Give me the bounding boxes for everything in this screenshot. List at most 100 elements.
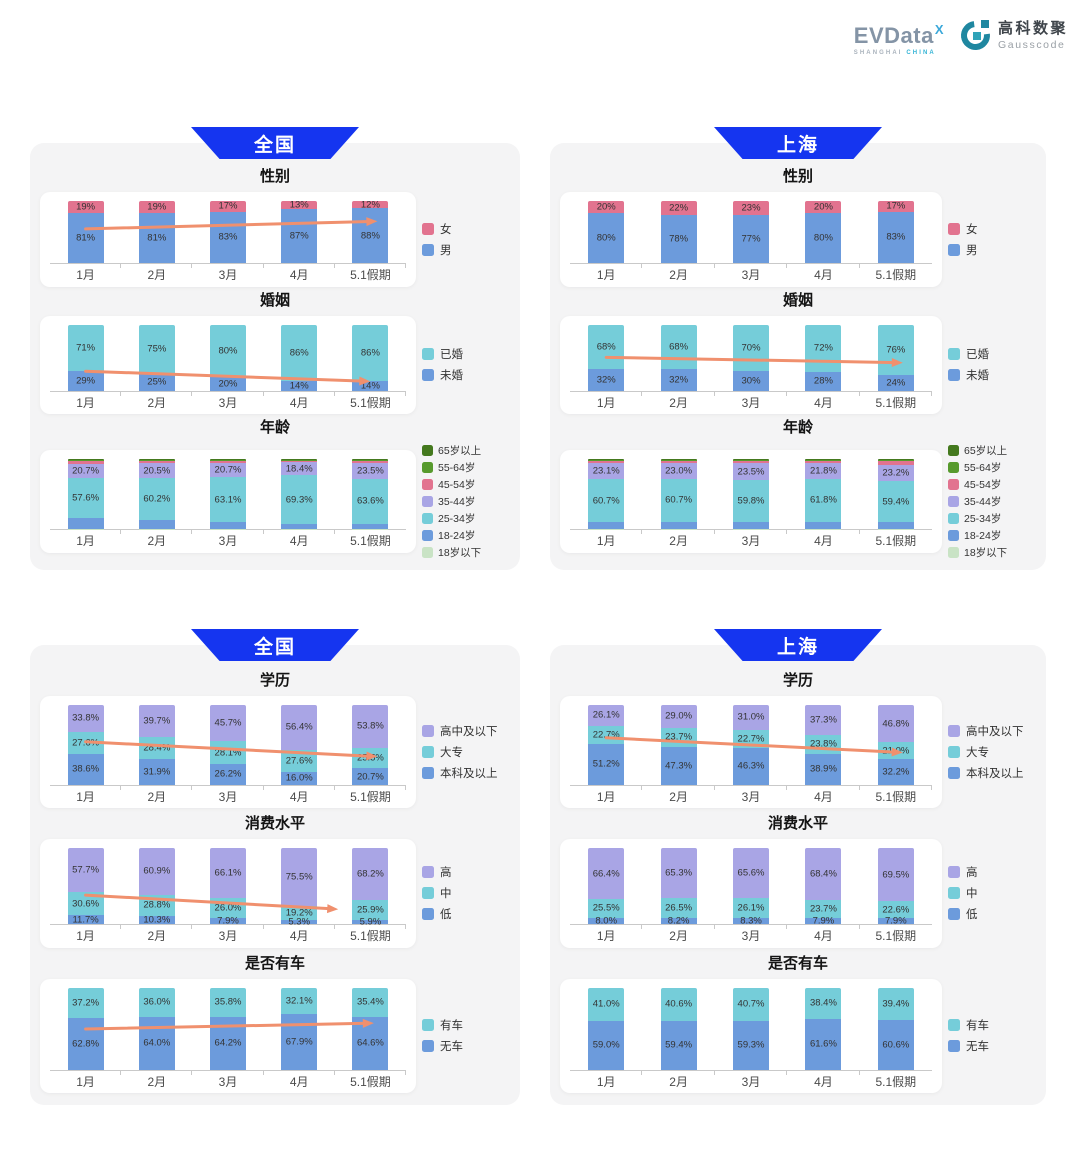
bar-segment-label: 64.6%: [356, 1037, 384, 1049]
legend-item[interactable]: 有车: [948, 1017, 1036, 1033]
legend-item[interactable]: 55-64岁: [948, 460, 1036, 475]
bar-segment: 20%: [588, 200, 625, 214]
bar-segment-label: 35.8%: [214, 996, 242, 1008]
legend-item[interactable]: 未婚: [948, 367, 1036, 383]
bar-segment: 32%: [660, 369, 697, 391]
region-card-top-left: 全国 性别 81% 19% 81% 19% 83% 17% 87% 13% 88% 12% 1月 2月 3月…: [30, 127, 520, 570]
legend-item[interactable]: 本科及以上: [948, 765, 1036, 781]
stacked-bar: 60.7% 23.0%: [660, 459, 697, 530]
bar-slot: 61.6% 38.4%: [787, 987, 861, 1075]
region-banner: 全国: [191, 127, 359, 159]
bar-segment: 61.6%: [805, 1019, 842, 1070]
legend-item[interactable]: 18岁以下: [948, 545, 1036, 560]
legend-item[interactable]: 65岁以上: [948, 443, 1036, 458]
legend-item[interactable]: 45-54岁: [422, 477, 510, 492]
bar-slot: 60.6% 39.4%: [860, 987, 932, 1070]
legend-item[interactable]: 大专: [422, 744, 510, 760]
bar-segment-label: 40.7%: [737, 998, 765, 1010]
bar-slot: 64.2% 35.8%: [192, 987, 264, 1075]
legend-label: 已婚: [966, 349, 989, 362]
bar-segment: 80%: [210, 324, 246, 378]
legend-item[interactable]: 高: [948, 864, 1036, 880]
legend-item[interactable]: 大专: [948, 744, 1036, 760]
bar-segment: 23.5%: [352, 462, 389, 480]
legend-item[interactable]: 男: [948, 242, 1036, 258]
legend-item[interactable]: 女: [948, 221, 1036, 237]
legend-item[interactable]: 未婚: [422, 367, 510, 383]
legend-label: 高: [966, 867, 978, 880]
legend-item[interactable]: 无车: [422, 1038, 510, 1054]
bar-segment-label: 31.9%: [143, 766, 171, 778]
bar-segment: 76%: [877, 324, 914, 375]
x-tick-label: 4月: [814, 1074, 833, 1089]
bar-segment: 68%: [660, 324, 697, 370]
bar-segment: 39.4%: [877, 987, 914, 1020]
x-tick-label: 4月: [289, 789, 309, 804]
legend-item[interactable]: 35-44岁: [948, 494, 1036, 509]
bar-segment: 57.6%: [67, 478, 104, 519]
legend-label: 大专: [966, 747, 989, 760]
legend-item[interactable]: 已婚: [948, 346, 1036, 362]
legend-item[interactable]: 45-54岁: [948, 477, 1036, 492]
bar-segment-label: 88%: [360, 230, 380, 242]
bar-segment: [138, 519, 175, 529]
stacked-bar: 63.1% 20.7%: [210, 459, 246, 530]
bar-segment-label: 68%: [596, 341, 616, 353]
legend-item[interactable]: 65岁以上: [422, 443, 510, 458]
bar-segment-label: 22%: [669, 202, 689, 214]
legend-item[interactable]: 低: [948, 906, 1036, 922]
legend-item[interactable]: 25-34岁: [422, 511, 510, 526]
bar-segment: 18.4%: [281, 462, 318, 476]
legend-item[interactable]: 55-64岁: [422, 460, 510, 475]
chart-title-marriage: 婚姻: [259, 291, 290, 309]
bar-slot: 62.8% 37.2%: [50, 987, 122, 1075]
legend-item[interactable]: 无车: [948, 1038, 1036, 1054]
x-tick-label: 5.1假期: [875, 789, 917, 804]
x-tick-label: 1月: [596, 929, 616, 944]
chart-title-age: 年龄: [259, 419, 290, 437]
legend-item[interactable]: 高中及以下: [948, 723, 1036, 739]
x-tick-label: 5.1假期: [350, 534, 391, 549]
x-tick-label: 5.1假期: [875, 395, 917, 410]
legend-item[interactable]: 18-24岁: [948, 528, 1036, 543]
legend-swatch: [948, 513, 959, 525]
bar-segment-label: 41.0%: [592, 998, 620, 1010]
bar-segment-label: 23.7%: [665, 731, 693, 743]
region-card-top-right: 上海 性别 80% 20% 78% 22% 77% 23% 80% 20% 83% 17% 1月 2月 3月…: [550, 127, 1046, 570]
legend: 有车 无车: [948, 1017, 1036, 1054]
legend-item[interactable]: 女: [422, 221, 510, 237]
bar-slot: 32% 68%: [642, 324, 716, 396]
bar-segment: 25.5%: [588, 898, 625, 919]
bar-segment: 38.9%: [805, 753, 842, 785]
legend-label: 65岁以上: [964, 445, 1008, 458]
bar-slot: 69.3% 18.4%: [264, 459, 336, 535]
bar-segment-label: 26.5%: [665, 902, 693, 914]
stacked-bar: 47.3% 23.7% 29.0%: [660, 704, 697, 785]
legend-item[interactable]: 中: [422, 885, 510, 901]
legend-item[interactable]: 本科及以上: [422, 765, 510, 781]
legend-item[interactable]: 男: [422, 242, 510, 258]
chart-row: 60.7% 23.1% 60.7% 23.0% 59.8% 23.5% 61.8% 21.8%…: [560, 443, 1036, 560]
stacked-bar: 59.4% 40.6%: [660, 987, 697, 1070]
legend-item[interactable]: 18-24岁: [422, 528, 510, 543]
chart-panel: 59.0% 41.0% 59.4% 40.6% 59.3% 40.7% 61.6% 38.4%…: [560, 978, 942, 1094]
legend-item[interactable]: 高中及以下: [422, 723, 510, 739]
legend-item[interactable]: 高: [422, 864, 510, 880]
bar-slot: 60.7% 23.0%: [642, 459, 716, 535]
legend-item[interactable]: 低: [422, 906, 510, 922]
legend-item[interactable]: 有车: [422, 1017, 510, 1033]
legend-item[interactable]: 35-44岁: [422, 494, 510, 509]
legend-item[interactable]: 中: [948, 885, 1036, 901]
legend-item[interactable]: 25-34岁: [948, 511, 1036, 526]
bar-segment-label: 10.3%: [143, 914, 171, 926]
card-charts: 学历 51.2% 22.7% 26.1% 47.3% 23.7% 29.0% 46.3% 22.…: [560, 665, 1036, 1097]
region-card-bottom-right: 上海 学历 51.2% 22.7% 26.1% 47.3% 23.7% 29.0% 46.3% 2…: [550, 629, 1046, 1105]
legend-item[interactable]: 已婚: [422, 346, 510, 362]
bar-slot: 38.6% 27.6% 33.8%: [50, 704, 122, 790]
legend-item[interactable]: 18岁以下: [422, 545, 510, 560]
bar-segment-label: 35.4%: [356, 996, 384, 1008]
bar-segment-label: 68%: [669, 341, 689, 353]
chart-panel: 80% 20% 78% 22% 77% 23% 80% 20% 83% 17% 1月 2月 3月 4月 5.…: [560, 191, 942, 287]
bar-slot: 80% 20%: [787, 200, 861, 268]
x-tick-label: 3月: [741, 1074, 761, 1089]
